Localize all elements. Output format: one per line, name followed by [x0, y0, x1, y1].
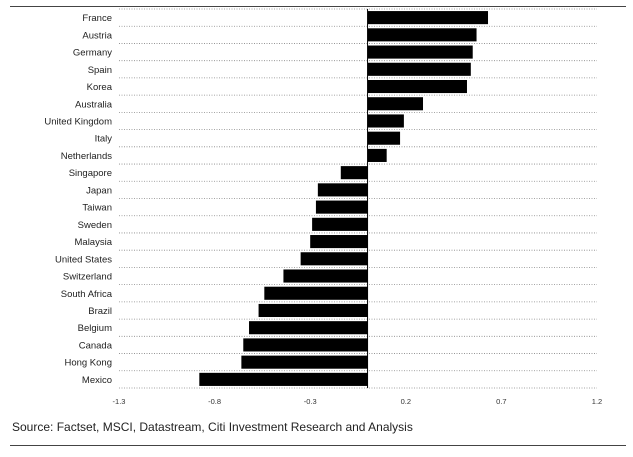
bar-korea [367, 79, 467, 94]
category-label: France [82, 13, 112, 24]
bar-canada [243, 338, 368, 352]
bar-belgium [249, 321, 368, 335]
bar-france [367, 11, 489, 25]
x-tick-label: 1.2 [592, 397, 602, 406]
bar-switzerland [283, 269, 368, 283]
category-label: Netherlands [61, 151, 112, 162]
category-label: Taiwan [82, 203, 112, 214]
bar-malaysia [310, 235, 368, 249]
bar-italy [367, 131, 401, 145]
bar-south-africa [264, 286, 368, 300]
category-label: Belgium [78, 323, 112, 334]
bar-mexico [199, 372, 368, 386]
bar-australia [367, 97, 424, 111]
bar-hong-kong [241, 355, 368, 369]
category-label: Canada [79, 340, 113, 351]
x-tick-label: 0.7 [496, 397, 506, 406]
bar-united-kingdom [367, 114, 404, 128]
category-label: Spain [88, 65, 112, 76]
category-label: Korea [87, 82, 113, 93]
x-tick-label: -1.3 [113, 397, 126, 406]
category-label: Germany [73, 48, 112, 59]
category-label: South Africa [61, 289, 113, 300]
category-label: Mexico [82, 375, 112, 386]
category-label: Switzerland [63, 272, 112, 283]
category-label: Italy [95, 134, 113, 145]
bar-germany [367, 45, 473, 59]
category-label: Australia [75, 99, 113, 110]
x-tick-label: -0.3 [304, 397, 317, 406]
bar-netherlands [367, 148, 387, 162]
bar-chart: France Austria Germany Spain Korea Australia U… [44, 8, 602, 406]
x-tick-label: 0.2 [401, 397, 411, 406]
category-label: Brazil [88, 306, 112, 317]
category-label: United Kingdom [44, 116, 112, 127]
bottom-rule [10, 445, 626, 446]
category-label: United States [55, 254, 112, 265]
category-label: Sweden [78, 220, 112, 231]
category-label: Malaysia [75, 237, 113, 248]
source-note: Source: Factset, MSCI, Datastream, Citi … [12, 420, 413, 434]
bar-brazil [258, 303, 368, 318]
bar-taiwan [315, 200, 368, 214]
bar-austria [367, 28, 477, 42]
bar-sweden [312, 217, 368, 231]
category-label: Austria [82, 30, 112, 41]
top-rule [10, 6, 626, 7]
category-label: Japan [86, 185, 112, 196]
category-label: Hong Kong [64, 358, 112, 369]
bar-spain [367, 62, 471, 76]
x-tick-label: -0.8 [208, 397, 221, 406]
bar-japan [317, 183, 368, 197]
category-label: Singapore [69, 168, 112, 179]
bar-singapore [340, 166, 368, 180]
bar-united-states [300, 252, 368, 266]
